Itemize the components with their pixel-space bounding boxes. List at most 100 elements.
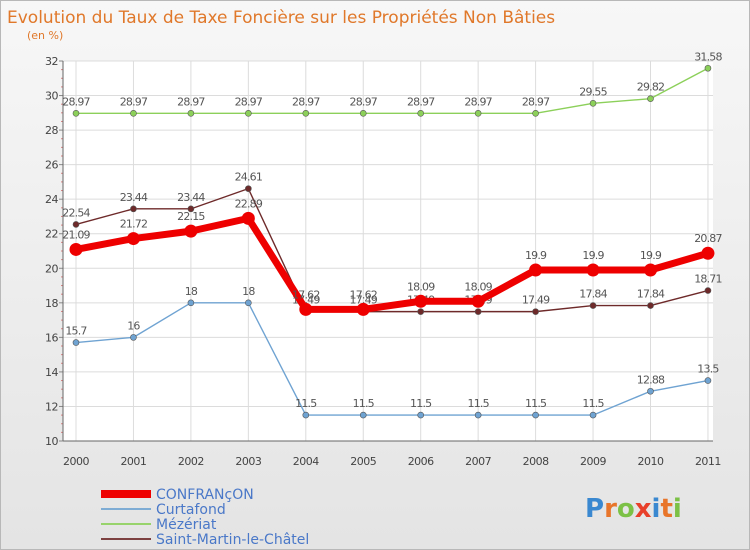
data-point — [245, 299, 252, 307]
data-point — [532, 411, 539, 419]
x-tick-label: 2002 — [178, 455, 204, 468]
brand-letter: x — [635, 494, 652, 524]
data-point — [414, 294, 428, 308]
legend-label: Saint-Martin-le-Châtel — [156, 532, 309, 548]
data-point — [589, 100, 597, 107]
data-point — [126, 232, 140, 246]
data-point — [532, 110, 539, 117]
y-tick-label: 18 — [45, 297, 58, 310]
y-tick-label: 24 — [45, 193, 58, 206]
data-label: 18.09 — [464, 280, 492, 293]
data-point — [130, 334, 137, 341]
x-tick-label: 2010 — [638, 455, 664, 468]
data-point — [474, 110, 482, 117]
data-point — [299, 302, 313, 316]
data-point — [187, 205, 195, 213]
y-tick-label: 26 — [45, 159, 58, 172]
series-curtafond: 15.7 16 18 18 11.5 11.5 11.5 11.5 11.5 11.5 12.88 1… — [65, 285, 720, 419]
data-label: 17.84 — [637, 288, 665, 301]
data-label: 28.97 — [120, 95, 148, 108]
series-confran-on: 21.09 21.72 22.15 22.89 17.62 17.62 18.09 18.09… — [62, 197, 723, 316]
data-label: 11.5 — [353, 397, 375, 410]
data-label: 31.58 — [694, 50, 722, 63]
data-label: 19.9 — [640, 249, 662, 262]
y-tick-label: 16 — [45, 331, 58, 344]
data-point — [532, 308, 539, 315]
data-label: 29.82 — [637, 81, 665, 94]
data-point — [302, 110, 310, 117]
data-point — [72, 110, 80, 117]
data-point — [184, 224, 198, 238]
data-point — [417, 411, 425, 419]
data-point — [474, 411, 482, 419]
y-tick-label: 22 — [45, 228, 58, 241]
x-tick-label: 2003 — [235, 455, 261, 468]
data-label: 17.62 — [292, 288, 320, 301]
series-line — [75, 302, 709, 416]
data-point — [417, 308, 425, 315]
data-point — [589, 411, 597, 419]
data-point — [359, 411, 367, 419]
brand-letter: o — [617, 494, 635, 524]
plot-area — [63, 61, 713, 441]
y-tick-label: 20 — [45, 262, 58, 275]
data-point — [72, 221, 80, 228]
legend-label: CONFRANçON — [156, 487, 254, 503]
data-label: 18.71 — [694, 273, 722, 286]
x-tick-label: 2001 — [120, 455, 146, 468]
data-point — [130, 205, 137, 213]
y-tick-label: 10 — [45, 435, 58, 448]
data-point — [245, 185, 252, 192]
data-label: 28.97 — [235, 95, 263, 108]
x-tick-label: 2006 — [408, 455, 434, 468]
data-label: 17.62 — [350, 288, 378, 301]
data-label: 28.97 — [350, 95, 378, 108]
chart-title: Evolution du Taux de Taxe Foncière sur l… — [7, 8, 555, 28]
data-label: 18 — [185, 285, 198, 298]
data-label: 11.5 — [525, 397, 547, 410]
data-label: 20.87 — [694, 232, 722, 245]
data-label: 21.09 — [62, 228, 90, 241]
data-label: 11.5 — [582, 397, 604, 410]
data-point — [72, 339, 80, 346]
data-label: 22.54 — [62, 206, 90, 219]
data-point — [644, 263, 657, 277]
data-point — [647, 387, 654, 395]
y-tick-label: 14 — [45, 366, 58, 379]
brand-letter: i — [673, 494, 682, 524]
data-label: 24.61 — [235, 171, 263, 184]
data-label: 23.44 — [120, 191, 148, 204]
data-point — [586, 263, 600, 277]
brand-letter: t — [660, 494, 672, 524]
data-point — [69, 242, 83, 256]
y-tick-label: 30 — [45, 90, 58, 103]
x-tick-label: 2004 — [293, 455, 319, 468]
data-point — [302, 411, 310, 419]
x-tick-label: 2000 — [63, 455, 89, 468]
data-label: 11.5 — [410, 397, 432, 410]
series-saint-martin-le-ch-tel: 22.5423.4423.4424.6117.4917.4917.4917.49… — [62, 171, 723, 315]
data-point — [474, 308, 482, 315]
x-tick-label: 2008 — [523, 455, 549, 468]
data-label: 28.97 — [62, 95, 90, 108]
data-point — [130, 110, 137, 117]
data-label: 13.5 — [697, 363, 719, 376]
data-point — [356, 302, 370, 316]
legend-label: Mézériat — [156, 517, 217, 533]
data-label: 18.09 — [407, 280, 435, 293]
x-tick-label: 2011 — [695, 455, 721, 468]
data-point — [589, 302, 597, 309]
data-point — [704, 377, 712, 384]
series-m-z-riat: 28.97 28.97 28.97 28.97 28.97 28.97 28.97 28.97… — [62, 50, 723, 117]
data-label: 28.97 — [407, 95, 435, 108]
data-label: 28.97 — [522, 95, 550, 108]
data-point — [647, 95, 654, 102]
data-label: 21.72 — [120, 218, 148, 231]
series-line — [75, 187, 709, 313]
data-label: 11.5 — [295, 397, 317, 410]
data-point — [359, 110, 367, 117]
data-label: 22.89 — [235, 197, 263, 210]
data-label: 15.7 — [65, 325, 87, 338]
data-point — [704, 64, 712, 72]
